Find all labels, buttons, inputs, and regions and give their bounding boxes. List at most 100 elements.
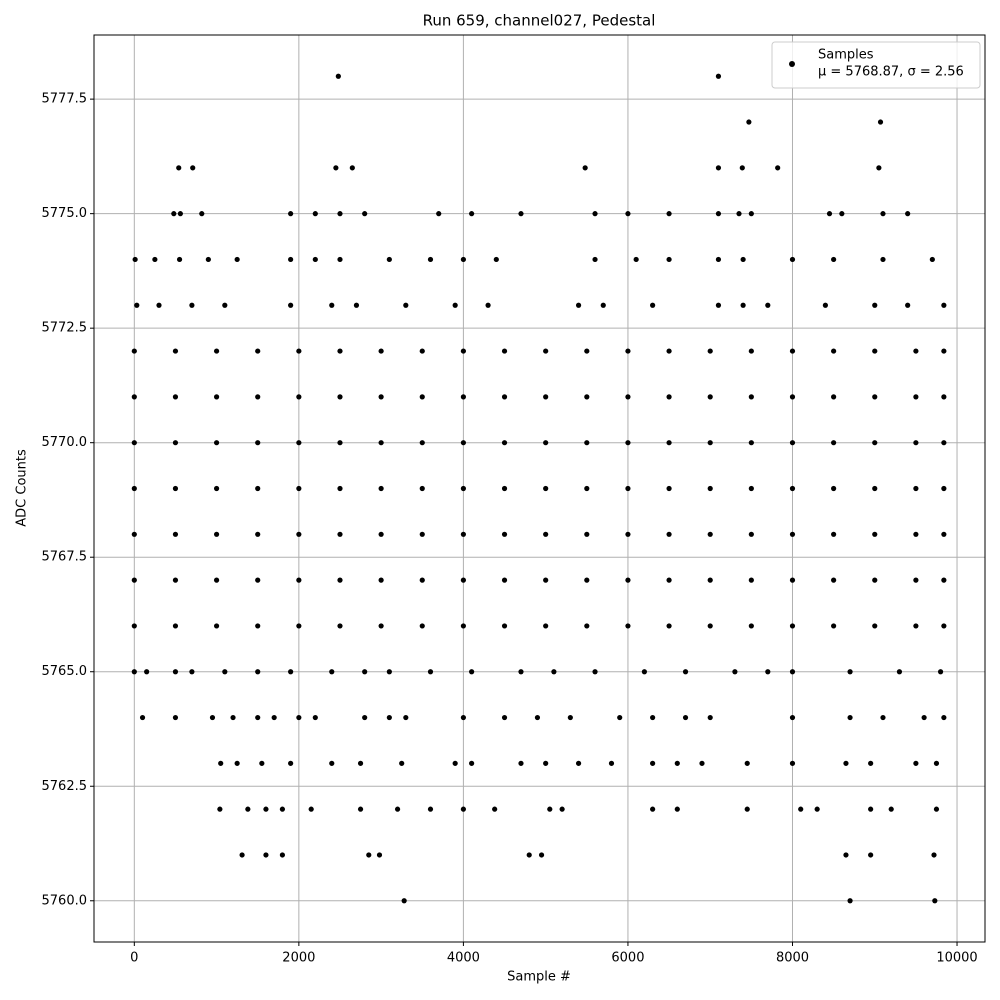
point bbox=[419, 623, 425, 629]
point bbox=[905, 211, 911, 217]
y-tick-label: 5762.5 bbox=[42, 779, 88, 794]
point bbox=[485, 302, 491, 308]
point bbox=[739, 165, 745, 171]
legend-box bbox=[771, 41, 981, 89]
point bbox=[608, 760, 615, 766]
y-tick-label: 5767.5 bbox=[42, 550, 88, 565]
point bbox=[218, 760, 224, 766]
point bbox=[789, 577, 796, 583]
point bbox=[526, 852, 532, 858]
point bbox=[366, 852, 372, 858]
point bbox=[831, 348, 837, 354]
point bbox=[378, 394, 384, 400]
point bbox=[337, 531, 343, 537]
point bbox=[707, 394, 713, 400]
point bbox=[337, 211, 343, 217]
point bbox=[843, 760, 849, 766]
point bbox=[798, 806, 804, 812]
point bbox=[378, 485, 384, 492]
point bbox=[312, 714, 318, 721]
point bbox=[172, 714, 179, 721]
point bbox=[337, 440, 343, 446]
point bbox=[172, 669, 179, 675]
y-tick-label: 5765.0 bbox=[42, 664, 88, 679]
legend-note: μ = 5768.87, σ = 2.56 bbox=[818, 65, 964, 80]
point bbox=[337, 256, 343, 263]
axes-frame bbox=[93, 34, 986, 943]
point bbox=[401, 898, 407, 904]
point bbox=[213, 485, 220, 492]
point bbox=[501, 394, 508, 400]
point bbox=[419, 440, 425, 446]
point bbox=[255, 577, 261, 583]
point bbox=[353, 302, 360, 308]
point bbox=[543, 485, 549, 492]
point bbox=[941, 302, 947, 308]
point bbox=[386, 669, 392, 675]
point bbox=[707, 348, 713, 354]
point bbox=[789, 440, 796, 446]
point bbox=[847, 714, 853, 721]
point bbox=[296, 440, 302, 446]
point bbox=[460, 806, 466, 812]
point bbox=[699, 760, 705, 766]
point bbox=[748, 348, 754, 354]
point bbox=[913, 348, 919, 354]
point bbox=[625, 531, 631, 537]
y-axis-label: ADC Counts bbox=[15, 449, 30, 527]
point bbox=[551, 669, 557, 675]
point bbox=[625, 485, 631, 492]
point bbox=[460, 577, 466, 583]
point bbox=[831, 623, 837, 629]
point bbox=[831, 256, 837, 263]
point bbox=[452, 760, 458, 766]
point bbox=[913, 531, 919, 537]
point bbox=[263, 806, 269, 812]
point bbox=[746, 119, 752, 125]
point bbox=[831, 440, 837, 446]
x-axis-label: Sample # bbox=[507, 970, 571, 985]
point bbox=[789, 760, 796, 766]
point bbox=[288, 302, 294, 308]
point bbox=[650, 760, 656, 766]
point bbox=[740, 256, 746, 263]
ticks: 0 2000 4000 6000 8000 10000 5760.0 5762.5 5765.0… bbox=[42, 92, 978, 966]
point bbox=[715, 165, 722, 171]
point bbox=[937, 669, 944, 675]
point bbox=[378, 348, 384, 354]
point bbox=[872, 623, 878, 629]
point bbox=[362, 211, 368, 217]
point bbox=[666, 440, 672, 446]
point bbox=[131, 669, 137, 675]
point bbox=[941, 577, 947, 583]
point bbox=[625, 394, 631, 400]
point bbox=[205, 256, 211, 263]
point bbox=[584, 577, 590, 583]
point bbox=[831, 531, 837, 537]
point bbox=[826, 211, 833, 217]
point bbox=[534, 714, 541, 721]
y-tick-label: 5775.0 bbox=[42, 206, 88, 221]
point bbox=[789, 348, 796, 354]
point bbox=[376, 852, 383, 858]
point bbox=[592, 256, 598, 263]
point bbox=[234, 256, 240, 263]
point bbox=[748, 394, 754, 400]
point bbox=[469, 211, 475, 217]
point bbox=[255, 485, 261, 492]
point bbox=[518, 211, 524, 217]
point bbox=[941, 623, 947, 629]
point bbox=[308, 806, 314, 812]
point bbox=[575, 302, 582, 308]
point bbox=[872, 577, 878, 583]
point bbox=[843, 852, 849, 858]
point bbox=[847, 669, 853, 675]
point bbox=[872, 302, 878, 308]
point bbox=[625, 623, 631, 629]
point bbox=[378, 531, 384, 537]
chart-title: Run 659, channel027, Pedestal bbox=[423, 12, 656, 30]
point bbox=[941, 714, 947, 721]
point bbox=[172, 440, 179, 446]
point bbox=[913, 440, 919, 446]
point bbox=[189, 669, 195, 675]
